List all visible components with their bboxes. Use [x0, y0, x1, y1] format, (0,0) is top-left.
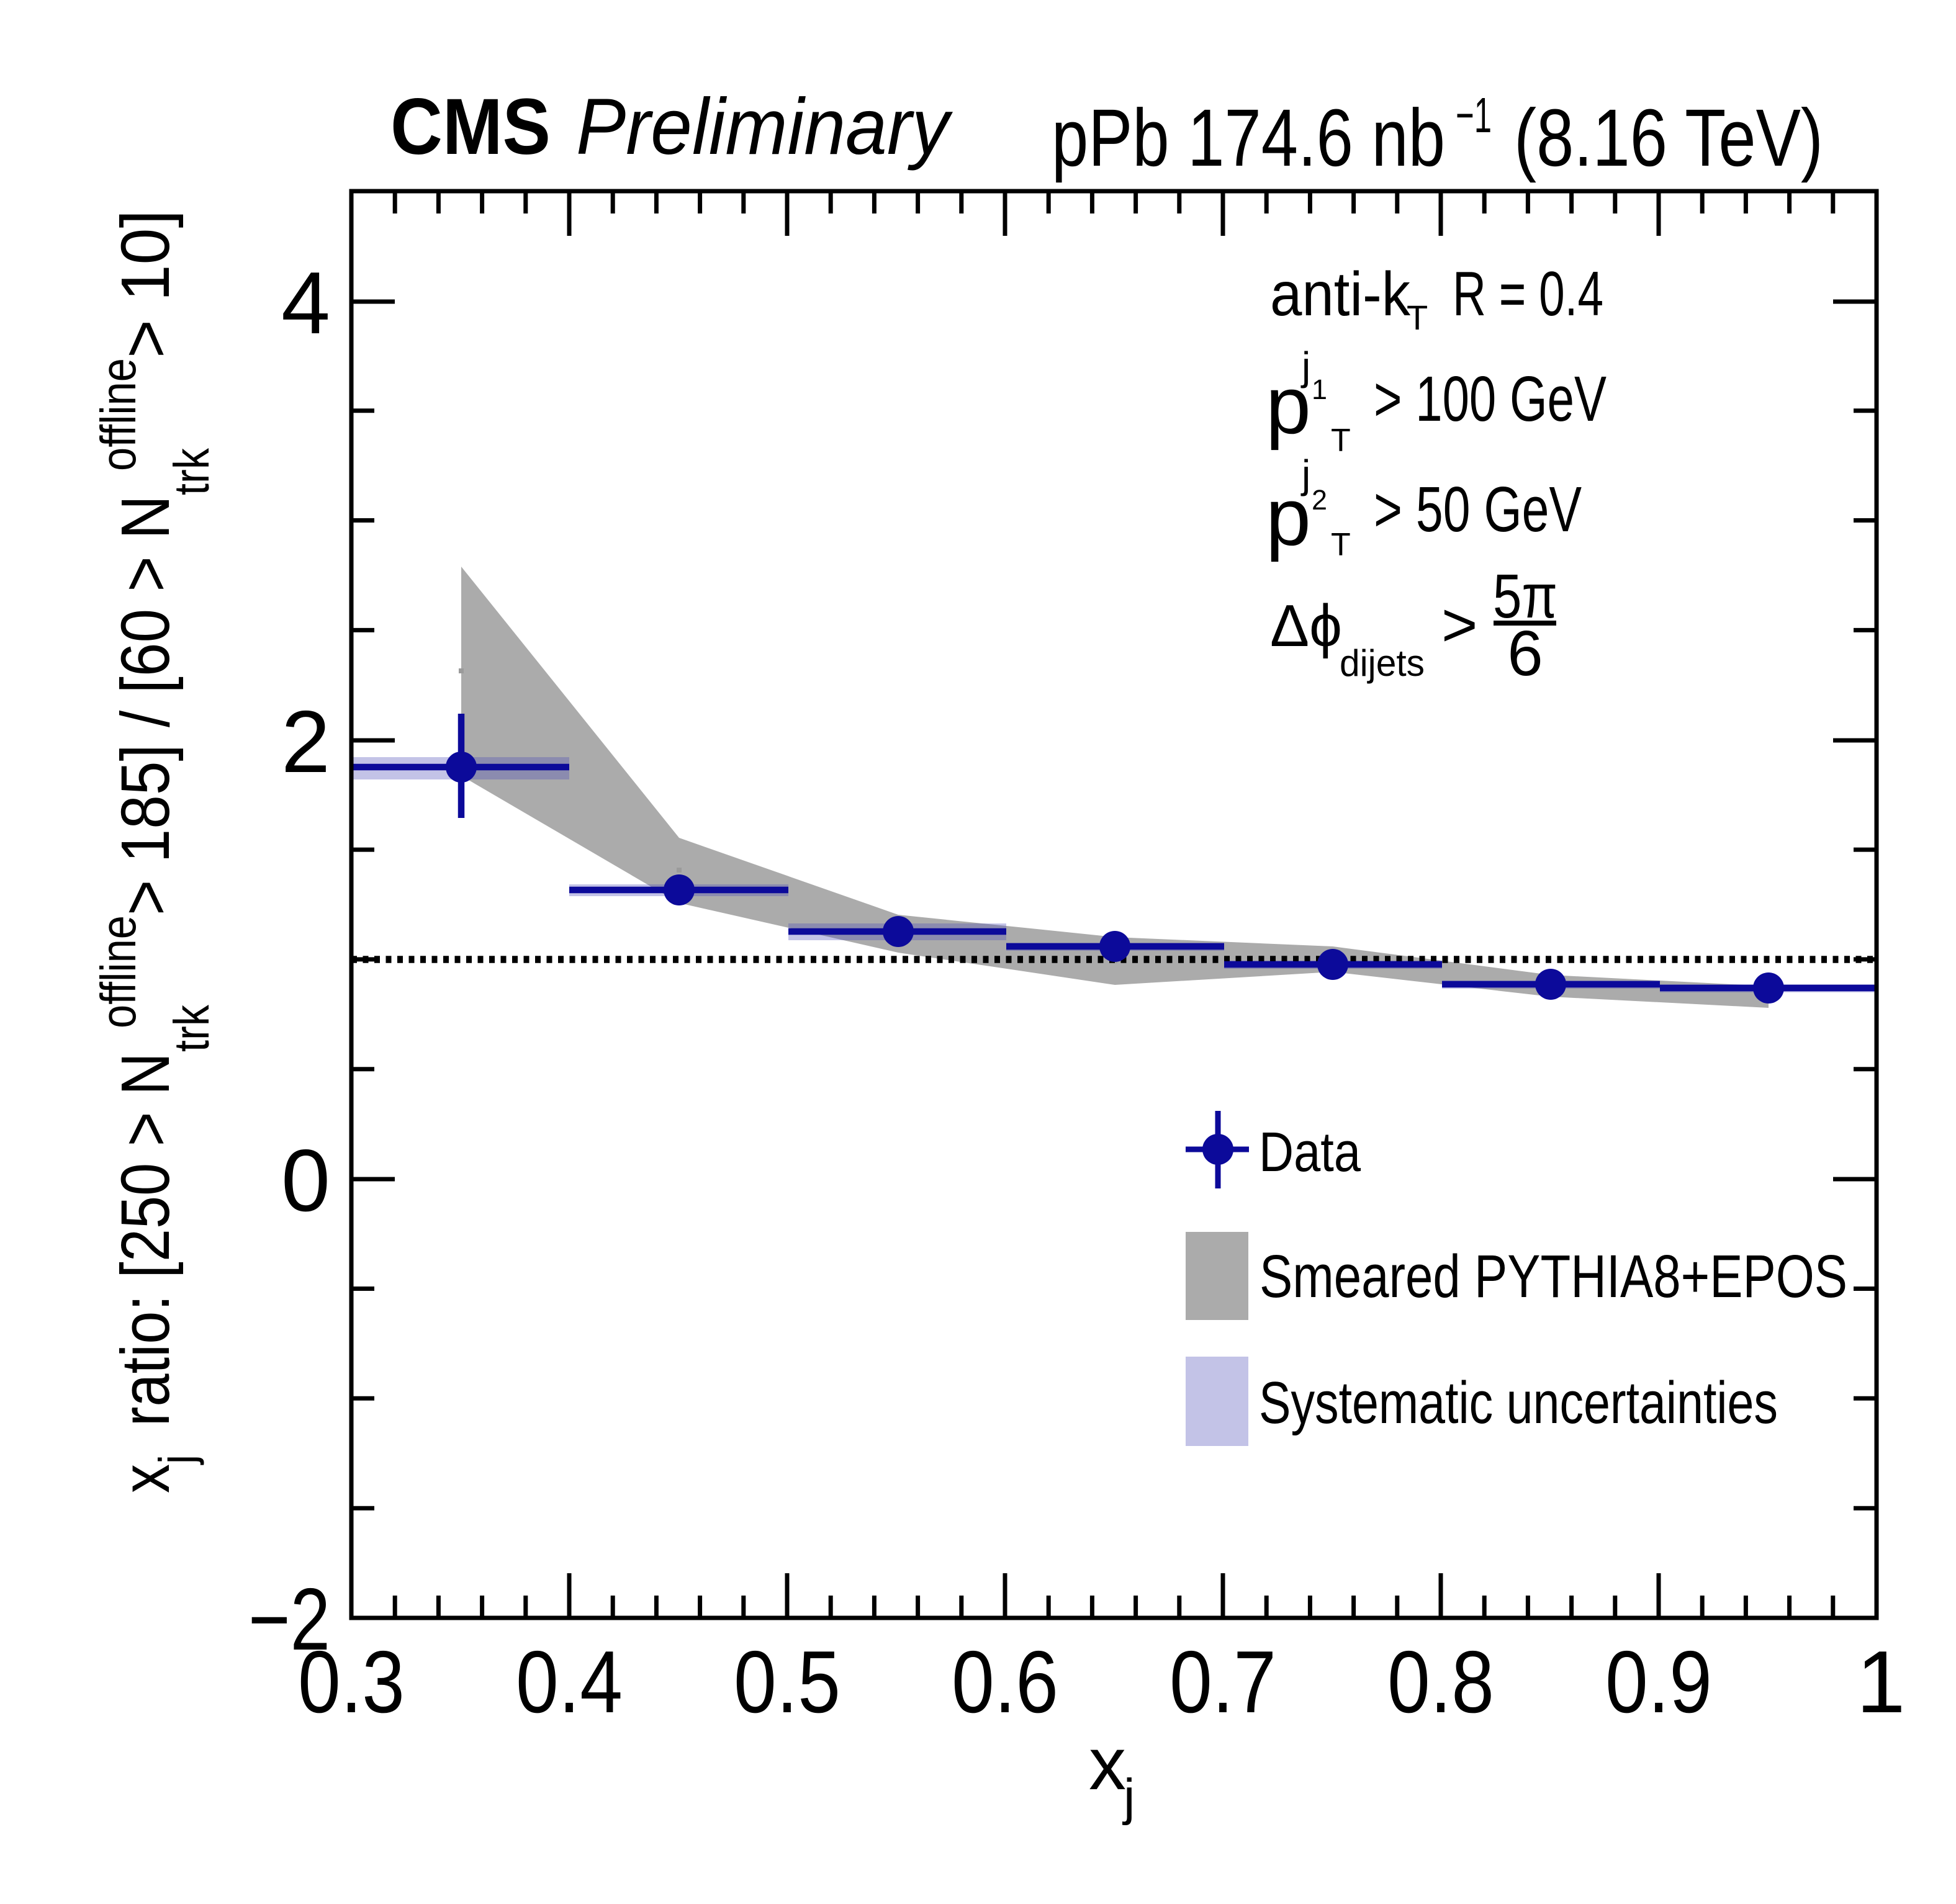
svg-text:5π: 5π — [1493, 562, 1557, 631]
svg-text:x: x — [1089, 1722, 1126, 1805]
svg-text:0.6: 0.6 — [952, 1633, 1058, 1731]
svg-text:offline: offline — [91, 358, 146, 471]
svg-text:0: 0 — [281, 1131, 330, 1230]
svg-text:pPb 174.6 nb: pPb 174.6 nb — [1052, 92, 1445, 183]
svg-text:anti-k: anti-k — [1270, 259, 1411, 329]
svg-text:dijets: dijets — [1340, 642, 1425, 684]
svg-text:Systematic uncertainties: Systematic uncertainties — [1259, 1370, 1778, 1436]
svg-text:0.5: 0.5 — [734, 1633, 841, 1731]
svg-text:p: p — [1266, 471, 1311, 562]
svg-text:(8.16 TeV): (8.16 TeV) — [1514, 92, 1823, 183]
svg-text:−2: −2 — [248, 1570, 330, 1669]
svg-text:> 10]: > 10] — [107, 210, 184, 358]
svg-text:T: T — [1331, 423, 1351, 459]
svg-text:1: 1 — [1312, 374, 1327, 405]
svg-text:trk: trk — [164, 447, 219, 495]
svg-text:Data: Data — [1259, 1121, 1361, 1183]
svg-text:Δϕ: Δϕ — [1270, 593, 1342, 659]
svg-text:ratio: [250 > N: ratio: [250 > N — [107, 1053, 184, 1455]
svg-text:T: T — [1407, 298, 1428, 337]
svg-text:4: 4 — [281, 254, 330, 353]
svg-text:6: 6 — [1507, 617, 1543, 689]
svg-text:p: p — [1266, 359, 1311, 451]
svg-text:x: x — [107, 1464, 184, 1493]
svg-text:0.9: 0.9 — [1605, 1633, 1712, 1731]
svg-text:j: j — [149, 1455, 204, 1465]
svg-text:R = 0.4: R = 0.4 — [1453, 259, 1603, 329]
svg-text:2: 2 — [281, 693, 330, 791]
svg-text:0.7: 0.7 — [1170, 1633, 1276, 1731]
svg-text:2: 2 — [1312, 484, 1327, 516]
svg-text:j: j — [1300, 452, 1310, 496]
svg-text:0.8: 0.8 — [1387, 1633, 1494, 1731]
svg-text:1: 1 — [1857, 1633, 1906, 1731]
svg-text:Preliminary: Preliminary — [576, 83, 953, 171]
svg-text:trk: trk — [164, 1004, 219, 1052]
svg-text:j: j — [1122, 1768, 1135, 1826]
svg-text:−1: −1 — [1456, 88, 1492, 143]
svg-text:0.3: 0.3 — [298, 1633, 405, 1731]
svg-text:>: > — [1441, 590, 1477, 660]
svg-text:> 50 GeV: > 50 GeV — [1374, 474, 1582, 545]
svg-text:> 100 GeV: > 100 GeV — [1374, 363, 1607, 434]
svg-text:> 185] / [60 > N: > 185] / [60 > N — [107, 495, 184, 915]
svg-text:j: j — [1300, 344, 1310, 388]
svg-text:T: T — [1331, 527, 1351, 563]
svg-text:0.4: 0.4 — [516, 1633, 623, 1731]
svg-text:CMS: CMS — [390, 83, 551, 171]
svg-text:Smeared PYTHIA8+EPOS: Smeared PYTHIA8+EPOS — [1260, 1242, 1847, 1310]
svg-text:offline: offline — [91, 915, 146, 1028]
